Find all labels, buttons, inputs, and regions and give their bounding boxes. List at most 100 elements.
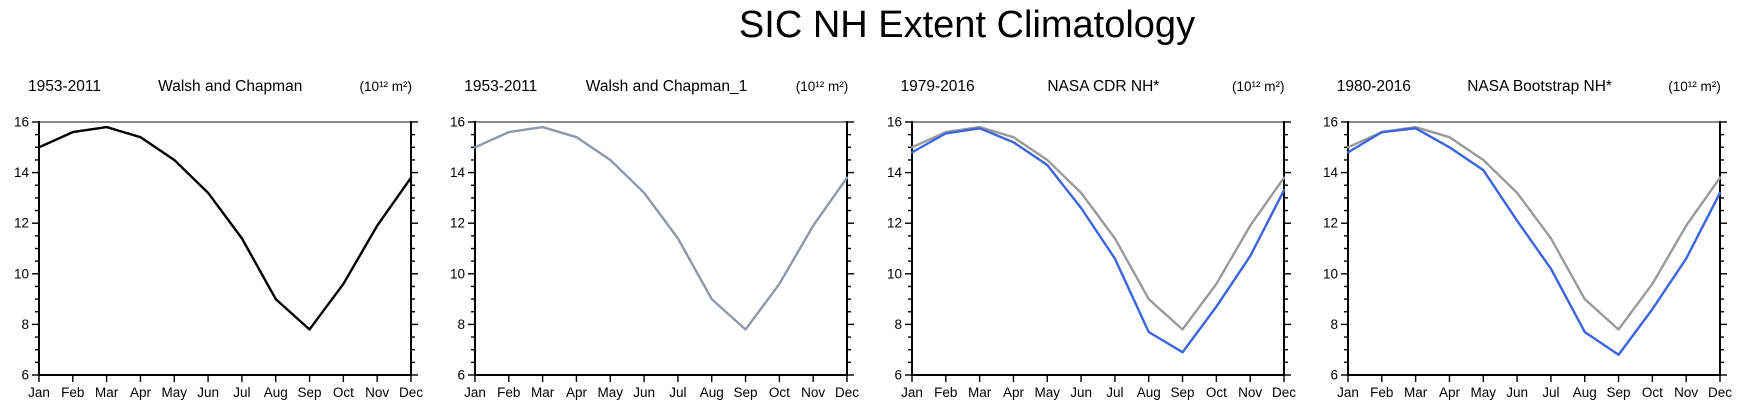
x-tick-label: Sep — [1606, 385, 1630, 400]
x-tick-label: Jan — [464, 385, 486, 400]
x-tick-label: Feb — [61, 385, 84, 400]
panel-header: 1979-2016 NASA CDR NH* (10¹² m²) — [873, 78, 1309, 106]
series-line — [1346, 127, 1721, 356]
panel-nasa-bootstrap-nh: 1980-2016 NASA Bootstrap NH* (10¹² m²) 6… — [1309, 78, 1745, 418]
panel-title-label: NASA CDR NH* — [1047, 78, 1160, 95]
x-tick-label: Dec — [1271, 385, 1295, 400]
y-tick-label: 10 — [14, 266, 29, 281]
y-tick-label: 8 — [21, 317, 29, 332]
panel-period-label: 1979-2016 — [900, 78, 975, 95]
series-line — [1346, 125, 1721, 331]
y-tick-label: 6 — [894, 368, 902, 383]
axes: 6 8 10 12 14 16 Jan Feb Mar Apr May Jun Jul Aug Sep Oct… — [1323, 115, 1732, 401]
panel-title-label: Walsh and Chapman — [158, 78, 303, 95]
x-tick-label: Nov — [1238, 385, 1262, 400]
x-tick-label: Jul — [1106, 385, 1123, 400]
x-tick-label: Jan — [901, 385, 923, 400]
x-tick-label: Oct — [1205, 385, 1226, 400]
panel-header: 1980-2016 NASA Bootstrap NH* (10¹² m²) — [1309, 78, 1745, 106]
y-tick-label: 6 — [21, 368, 29, 383]
x-tick-label: Aug — [700, 385, 724, 400]
x-tick-label: Nov — [801, 385, 825, 400]
x-tick-label: Feb — [934, 385, 957, 400]
panel-walsh-and-chapman-1: 1953-2011 Walsh and Chapman_1 (10¹² m²) … — [436, 78, 872, 418]
x-tick-label: May — [162, 385, 188, 400]
x-tick-label: Aug — [264, 385, 288, 400]
x-tick-label: Feb — [1370, 385, 1393, 400]
series-line — [910, 127, 1285, 354]
panel-units-label: (10¹² m²) — [795, 79, 849, 94]
y-tick-label: 12 — [14, 216, 29, 231]
x-tick-label: Nov — [365, 385, 389, 400]
y-tick-label: 12 — [1323, 216, 1338, 231]
x-tick-label: Mar — [968, 385, 992, 400]
x-tick-label: Aug — [1136, 385, 1160, 400]
x-tick-label: Apr — [1439, 385, 1461, 400]
x-tick-label: Dec — [1708, 385, 1732, 400]
y-tick-label: 12 — [886, 216, 901, 231]
line-chart-walsh-and-chapman-1: 6 8 10 12 14 16 Jan Feb Mar Apr May Jun Jul Aug Sep Oct… — [450, 115, 859, 401]
line-chart-walsh-and-chapman: 6 8 10 12 14 16 Jan Feb Mar Apr May Jun Jul Aug Sep Oct… — [14, 115, 423, 401]
x-tick-label: Mar — [95, 385, 119, 400]
y-tick-label: 8 — [894, 317, 902, 332]
axes: 6 8 10 12 14 16 Jan Feb Mar Apr May Jun Jul Aug Sep Oct… — [14, 115, 423, 401]
panel-period-label: 1953-2011 — [28, 78, 101, 95]
x-tick-label: Jan — [1337, 385, 1359, 400]
panel-nasa-cdr-nh: 1979-2016 NASA CDR NH* (10¹² m²) 6 8 10 12 1… — [873, 78, 1309, 418]
y-tick-label: 14 — [450, 165, 466, 180]
x-tick-label: Mar — [531, 385, 555, 400]
x-tick-label: Jul — [1542, 385, 1559, 400]
x-tick-label: Dec — [835, 385, 859, 400]
y-tick-label: 10 — [886, 266, 901, 281]
y-tick-label: 6 — [458, 368, 466, 383]
x-tick-label: Nov — [1674, 385, 1698, 400]
y-tick-label: 16 — [1323, 115, 1338, 130]
y-tick-label: 10 — [450, 266, 465, 281]
y-tick-label: 8 — [1330, 317, 1338, 332]
y-tick-label: 14 — [14, 165, 30, 180]
y-tick-label: 8 — [458, 317, 466, 332]
x-tick-label: Jul — [670, 385, 687, 400]
y-tick-label: 14 — [1323, 165, 1339, 180]
y-tick-label: 12 — [450, 216, 465, 231]
axes: 6 8 10 12 14 16 Jan Feb Mar Apr May Jun Jul Aug Sep Oct… — [886, 115, 1295, 401]
x-tick-label: May — [1034, 385, 1060, 400]
line-chart-nasa-bootstrap-nh: 6 8 10 12 14 16 Jan Feb Mar Apr May Jun Jul Aug Sep Oct… — [1323, 115, 1732, 401]
panel-units-label: (10¹² m²) — [1668, 79, 1721, 94]
x-tick-label: Oct — [1642, 385, 1663, 400]
x-tick-label: Apr — [130, 385, 152, 400]
chart-panels-row: 1953-2011 Walsh and Chapman (10¹² m²) 6 8… — [0, 78, 1745, 418]
x-tick-label: Sep — [298, 385, 322, 400]
y-tick-label: 16 — [886, 115, 901, 130]
y-tick-label: 16 — [14, 115, 29, 130]
series-line — [474, 125, 849, 331]
x-tick-label: Mar — [1404, 385, 1428, 400]
x-tick-label: Oct — [769, 385, 790, 400]
x-tick-label: Jun — [1070, 385, 1092, 400]
x-tick-label: Sep — [1170, 385, 1194, 400]
panel-period-label: 1980-2016 — [1336, 78, 1411, 95]
x-tick-label: Jun — [197, 385, 219, 400]
panel-title-label: NASA Bootstrap NH* — [1467, 78, 1612, 95]
series-line — [910, 125, 1285, 331]
panel-units-label: (10¹² m²) — [359, 79, 413, 94]
y-tick-label: 6 — [1330, 368, 1338, 383]
panel-header: 1953-2011 Walsh and Chapman_1 (10¹² m²) — [436, 78, 872, 106]
x-tick-label: Aug — [1572, 385, 1596, 400]
x-tick-label: May — [1470, 385, 1496, 400]
x-tick-label: Oct — [333, 385, 354, 400]
x-tick-label: Jun — [633, 385, 655, 400]
y-tick-label: 14 — [886, 165, 902, 180]
panel-walsh-and-chapman: 1953-2011 Walsh and Chapman (10¹² m²) 6 8… — [0, 78, 436, 418]
panel-units-label: (10¹² m²) — [1232, 79, 1285, 94]
x-tick-label: Dec — [399, 385, 423, 400]
page-title: SIC NH Extent Climatology — [738, 4, 1196, 46]
x-tick-label: Feb — [497, 385, 520, 400]
y-tick-label: 16 — [450, 115, 465, 130]
panel-period-label: 1953-2011 — [464, 78, 538, 95]
axes: 6 8 10 12 14 16 Jan Feb Mar Apr May Jun Jul Aug Sep Oct… — [450, 115, 859, 401]
x-tick-label: May — [598, 385, 624, 400]
series-line — [37, 125, 413, 331]
x-tick-label: Jun — [1506, 385, 1528, 400]
